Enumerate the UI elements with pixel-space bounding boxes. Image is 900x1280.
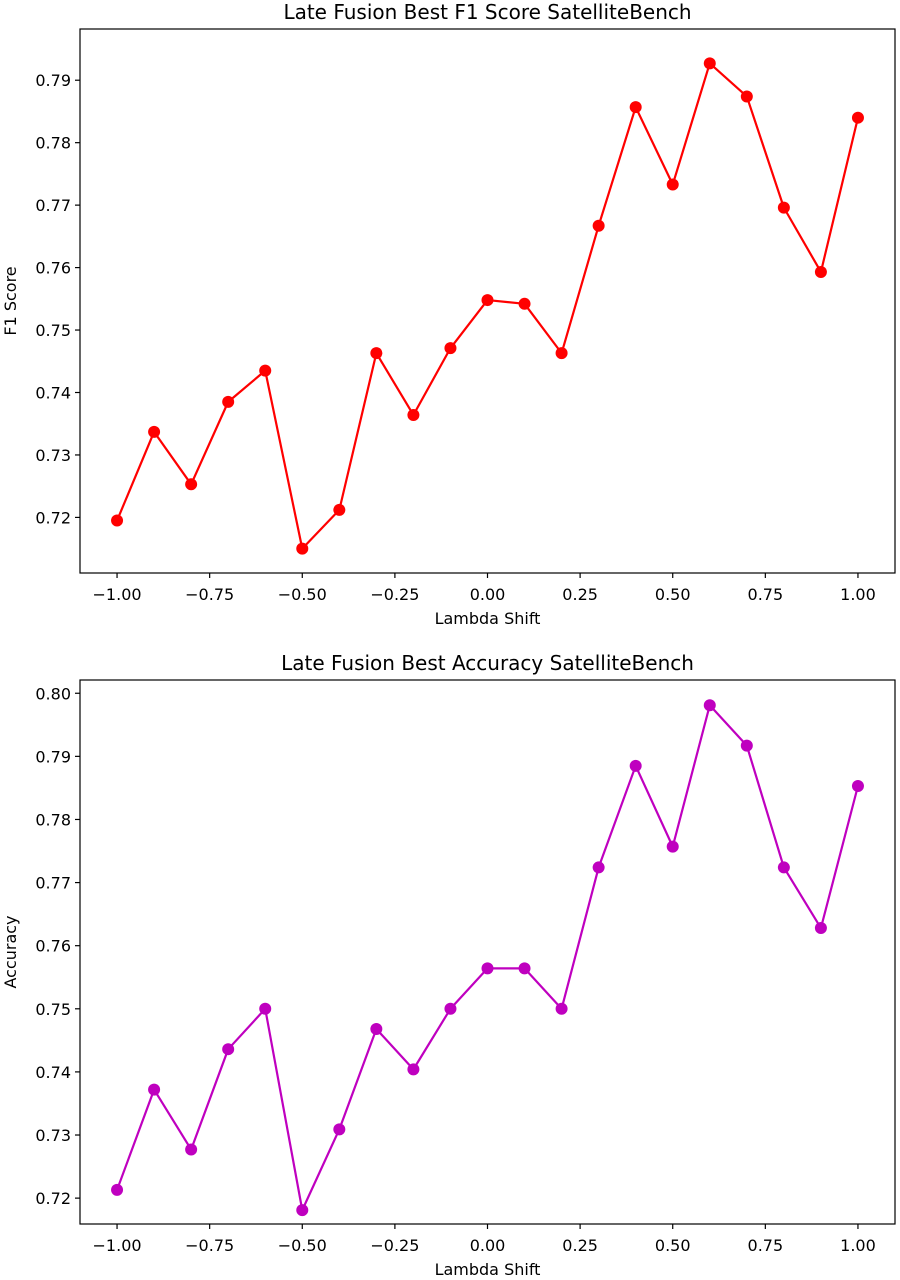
y-tick-label: 0.73 [35,446,71,465]
chart-panel-2: Late Fusion Best Accuracy SatelliteBench… [1,651,896,1279]
plot-area-frame [79,679,896,1225]
x-tick-label: 0.75 [748,1236,784,1255]
y-tick-label: 0.78 [35,134,71,153]
y-axis-label: Accuracy [1,915,20,988]
x-tick-label: −1.00 [93,585,142,604]
x-tick-label: 1.00 [840,1236,876,1255]
y-tick-label: 0.79 [35,71,71,90]
x-tick-label: −0.50 [278,1236,327,1255]
chart-title: Late Fusion Best Accuracy SatelliteBench [281,651,694,675]
data-point [259,1002,272,1015]
data-point [814,265,827,278]
data-point [333,1123,346,1136]
data-point [481,294,494,307]
data-point [777,861,790,874]
data-point [518,297,531,310]
data-point [851,780,864,793]
data-point [555,347,568,360]
x-tick-label: 1.00 [840,585,876,604]
y-tick-label: 0.77 [35,874,71,893]
data-point [296,542,309,555]
data-point [740,739,753,752]
data-point [592,219,605,232]
x-tick-label: 0.50 [655,585,691,604]
data-point [740,90,753,103]
data-point [703,57,716,70]
data-point [148,425,161,438]
x-tick-label: 0.25 [562,585,598,604]
y-tick-label: 0.78 [35,810,71,829]
x-tick-label: −0.50 [278,585,327,604]
data-point [629,101,642,114]
y-tick-label: 0.77 [35,196,71,215]
data-point [185,478,198,491]
data-point [111,1183,124,1196]
data-point [851,111,864,124]
data-point [222,395,235,408]
x-tick-label: −0.75 [185,585,234,604]
x-tick-label: −0.75 [185,1236,234,1255]
data-point [555,1002,568,1015]
y-tick-label: 0.74 [35,1063,71,1082]
data-point [666,840,679,853]
data-point [481,962,494,975]
chart-title: Late Fusion Best F1 Score SatelliteBench [283,0,691,24]
data-point [592,861,605,874]
data-point [222,1043,235,1056]
chart-panel-1: Late Fusion Best F1 Score SatelliteBench… [1,0,896,628]
x-tick-label: 0.00 [470,585,506,604]
y-tick-label: 0.72 [35,1189,71,1208]
data-point [259,364,272,377]
data-point [148,1083,161,1096]
data-point [370,347,383,360]
data-point [777,201,790,214]
x-tick-label: 0.25 [562,1236,598,1255]
y-tick-label: 0.80 [35,684,71,703]
series-line [116,704,860,1212]
data-point [333,503,346,516]
x-tick-label: 0.50 [655,1236,691,1255]
data-point [111,514,124,527]
data-point [444,342,457,355]
data-point [370,1022,383,1035]
data-point [814,922,827,935]
y-tick-label: 0.76 [35,259,71,278]
y-tick-label: 0.75 [35,321,71,340]
y-tick-label: 0.72 [35,508,71,527]
x-tick-label: 0.00 [470,1236,506,1255]
x-tick-label: −0.25 [370,585,419,604]
y-tick-label: 0.75 [35,1000,71,1019]
x-axis-label: Lambda Shift [435,1260,541,1279]
y-tick-label: 0.79 [35,747,71,766]
y-tick-label: 0.73 [35,1126,71,1145]
x-tick-label: −0.25 [370,1236,419,1255]
x-axis-label: Lambda Shift [435,609,541,628]
data-point [666,178,679,191]
y-tick-label: 0.76 [35,937,71,956]
x-tick-label: −1.00 [93,1236,142,1255]
data-point [518,962,531,975]
y-axis-label: F1 Score [1,266,20,335]
data-point [629,759,642,772]
data-point [407,1063,420,1076]
y-tick-label: 0.74 [35,383,71,402]
data-point [407,408,420,421]
data-point [444,1002,457,1015]
data-point [296,1204,309,1217]
data-point [185,1143,198,1156]
data-point [703,699,716,712]
x-tick-label: 0.75 [748,585,784,604]
